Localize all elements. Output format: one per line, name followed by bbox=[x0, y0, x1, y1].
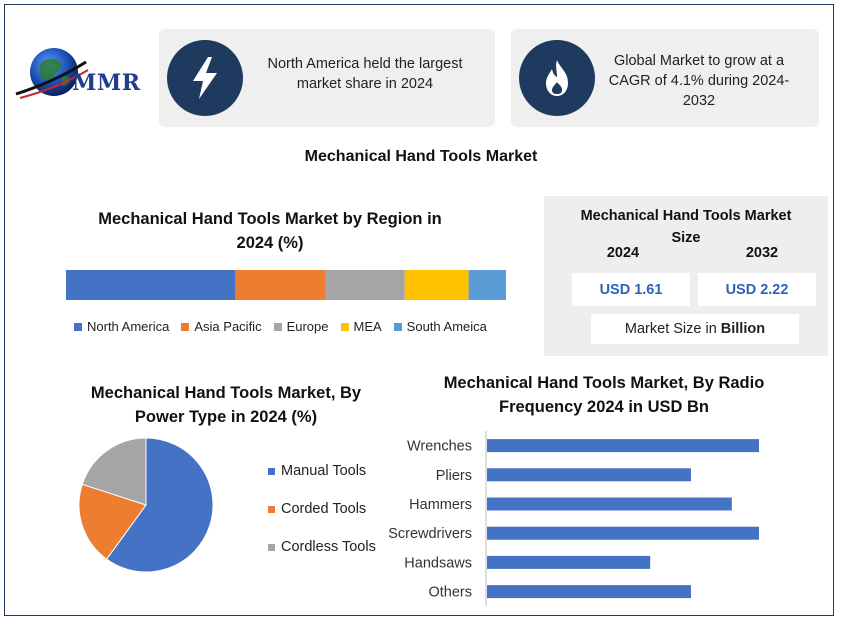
callout-line: CAGR of 4.1% during 2024- bbox=[608, 73, 790, 89]
region-segment-asia-pacific bbox=[235, 270, 326, 300]
legend-item: Corded Tools bbox=[268, 490, 376, 528]
region-segment-north-america bbox=[66, 270, 236, 300]
legend-label: North America bbox=[87, 319, 170, 334]
power-type-chart-title: Mechanical Hand Tools Market, By Power T… bbox=[56, 381, 396, 429]
legend-label: Manual Tools bbox=[281, 463, 367, 479]
pie-slice-cordless-tools bbox=[81, 437, 147, 506]
pie-slice-manual-tools bbox=[105, 437, 214, 573]
market-size-panel: Mechanical Hand Tools Market Size 2024 2… bbox=[544, 196, 828, 356]
radio-frequency-bar-chart: Wrenches Pliers Hammers Screwdrivers Handsaw… bbox=[388, 431, 759, 607]
title-line: 2024 (%) bbox=[236, 234, 304, 252]
category-label: Screwdrivers bbox=[388, 526, 472, 542]
category-label: Wrenches bbox=[407, 439, 472, 455]
callout-line: 2032 bbox=[682, 93, 716, 109]
category-label: Handsaws bbox=[404, 555, 472, 571]
legend-swatch bbox=[74, 322, 82, 331]
legend-label: Europe bbox=[286, 319, 329, 334]
legend-item: Manual Tools bbox=[268, 452, 376, 490]
radio-frequency-chart-title: Mechanical Hand Tools Market, By Radio F… bbox=[404, 371, 804, 419]
region-segment-mea bbox=[404, 270, 469, 300]
main-title: Mechanical Hand Tools Market bbox=[304, 148, 538, 165]
legend-swatch bbox=[273, 322, 282, 331]
title-line: Frequency 2024 in USD Bn bbox=[499, 398, 709, 416]
legend-label: Corded Tools bbox=[281, 501, 367, 517]
title-line: Size bbox=[671, 230, 701, 246]
legend-label: Asia Pacific bbox=[194, 319, 262, 334]
legend-swatch bbox=[268, 505, 275, 513]
region-stacked-bar bbox=[66, 270, 506, 300]
year-2024: 2024 bbox=[606, 245, 640, 261]
legend-item: Asia Pacific bbox=[181, 319, 262, 334]
category-label: Hammers bbox=[409, 497, 472, 513]
category-label: Pliers bbox=[436, 468, 472, 484]
legend-label: South Ameica bbox=[406, 319, 487, 334]
category-label: Others bbox=[428, 585, 472, 601]
legend-item: Cordless Tools bbox=[268, 528, 376, 566]
bar-pliers bbox=[487, 468, 691, 482]
year-2032: 2032 bbox=[745, 245, 779, 261]
title-line: Mechanical Hand Tools Market, By bbox=[90, 384, 362, 402]
legend-item: South Ameica bbox=[393, 319, 487, 334]
legend-label: MEA bbox=[353, 319, 382, 334]
bar-hammers bbox=[487, 497, 732, 511]
callout-text: Global Market to grow at a CAGR of 4.1% … bbox=[599, 51, 799, 111]
market-size-unit: Market Size in Billion bbox=[591, 314, 799, 344]
market-size-title: Mechanical Hand Tools Market Size bbox=[544, 205, 828, 249]
callout-line: Global Market to grow at a bbox=[613, 53, 785, 69]
bar-handsaws bbox=[487, 555, 651, 569]
pie-slice-corded-tools bbox=[78, 483, 147, 560]
globe-icon bbox=[15, 48, 89, 99]
callout-line: market share in 2024 bbox=[296, 76, 434, 92]
legend-item: Europe bbox=[273, 319, 329, 334]
power-type-legend: Manual Tools Corded Tools Cordless Tools bbox=[268, 452, 376, 566]
legend-swatch bbox=[340, 322, 349, 331]
legend-swatch bbox=[268, 543, 275, 551]
power-type-pie bbox=[78, 437, 214, 573]
unit-bold: Billion bbox=[720, 321, 766, 337]
bar-wrenches bbox=[487, 439, 759, 453]
legend-swatch bbox=[393, 322, 402, 331]
callout-icon-circle bbox=[167, 40, 243, 116]
mmr-logo bbox=[14, 44, 144, 104]
legend-swatch bbox=[268, 467, 275, 475]
flame-icon bbox=[546, 60, 568, 96]
region-chart-title: Mechanical Hand Tools Market by Region i… bbox=[60, 207, 480, 255]
title-line: Mechanical Hand Tools Market, By Radio bbox=[443, 374, 765, 392]
unit-prefix: Market Size in bbox=[624, 321, 717, 337]
legend-label: Cordless Tools bbox=[281, 539, 376, 555]
region-segment-europe bbox=[325, 270, 405, 300]
bar-others bbox=[487, 585, 691, 599]
infographic-frame bbox=[4, 4, 834, 616]
legend-item: North America bbox=[74, 319, 169, 334]
title-line: Mechanical Hand Tools Market by Region i… bbox=[98, 210, 442, 228]
callout-icon-circle bbox=[519, 40, 595, 116]
region-segment-south-ameica bbox=[468, 270, 506, 300]
legend-item: MEA bbox=[340, 319, 382, 334]
callout-line: North America held the largest bbox=[267, 56, 463, 72]
callout-cagr: Global Market to grow at a CAGR of 4.1% … bbox=[511, 29, 819, 127]
value-2024: USD 1.61 bbox=[572, 273, 690, 306]
value-2032: USD 2.22 bbox=[698, 273, 816, 306]
callout-text: North America held the largest market sh… bbox=[251, 54, 479, 94]
region-legend: North America Asia Pacific Europe MEA South … bbox=[74, 319, 487, 334]
lightning-icon bbox=[193, 57, 217, 99]
title-line: Power Type in 2024 (%) bbox=[134, 408, 318, 426]
title-line: Mechanical Hand Tools Market bbox=[580, 208, 792, 224]
callout-largest-share: North America held the largest market sh… bbox=[159, 29, 495, 127]
bar-screwdrivers bbox=[487, 526, 759, 540]
legend-swatch bbox=[181, 322, 190, 331]
logo-text: MMR bbox=[72, 70, 141, 96]
